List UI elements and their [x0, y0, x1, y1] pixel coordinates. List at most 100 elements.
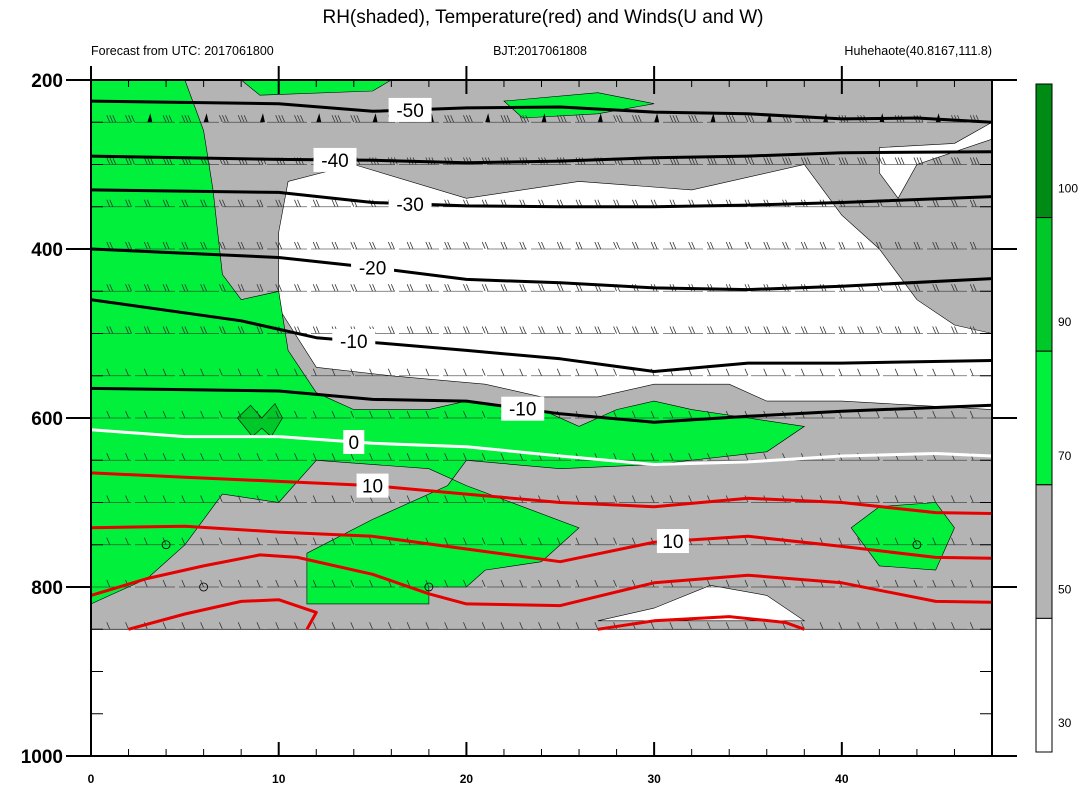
wind-barb — [294, 368, 298, 376]
wind-barb — [312, 495, 317, 503]
wind-barb — [406, 495, 411, 503]
contour-label: -10 — [340, 332, 367, 353]
wind-barb — [913, 368, 918, 376]
wind-barb — [916, 241, 921, 250]
contour-label: -50 — [396, 101, 423, 122]
wind-barb — [275, 579, 280, 588]
wind-barb — [857, 326, 861, 334]
wind-barb — [951, 241, 955, 250]
wind-barb — [969, 326, 974, 334]
wind-barb — [707, 326, 711, 334]
wind-barb — [219, 241, 223, 250]
wind-barb — [409, 284, 414, 292]
bjt-label: BJT:2017061808 — [493, 44, 587, 58]
wind-barb — [876, 368, 880, 376]
wind-barb — [669, 453, 674, 461]
wind-barb — [932, 537, 937, 545]
wind-barb — [634, 326, 639, 334]
wind-barb — [650, 241, 655, 250]
wind-barb — [369, 368, 373, 376]
wind-barb — [237, 368, 242, 376]
wind-barb — [750, 115, 755, 123]
wind-barb — [541, 284, 545, 292]
calm-wind-circle — [424, 582, 434, 592]
contour-label: -20 — [359, 259, 386, 280]
wind-barb — [181, 495, 186, 503]
wind-barb — [219, 115, 223, 123]
wind-barb — [447, 115, 452, 123]
wind-barb — [444, 579, 449, 588]
wind-barb — [406, 622, 411, 630]
wind-barb — [350, 241, 355, 250]
wind-barb — [466, 115, 470, 123]
wind-barb — [894, 284, 899, 292]
wind-barb — [972, 326, 977, 334]
wind-barb — [578, 326, 583, 334]
wind-barb — [575, 284, 580, 292]
wind-barb — [969, 537, 974, 545]
wind-barb — [312, 537, 317, 545]
wind-barb — [463, 453, 467, 461]
wind-barb — [688, 453, 693, 461]
wind-barb — [481, 579, 486, 588]
wind-barb — [519, 622, 524, 630]
wind-barb — [731, 115, 736, 123]
wind-barb — [312, 453, 317, 461]
wind-barb — [256, 410, 261, 419]
wind-barb — [688, 495, 693, 503]
wind-barb — [747, 326, 752, 334]
wind-barb — [387, 453, 392, 461]
wind-barb — [932, 622, 937, 630]
wind-barb — [294, 199, 298, 207]
wind-barb — [972, 284, 977, 292]
wind-barb — [425, 326, 430, 334]
wind-barb — [594, 368, 599, 376]
wind-barb — [237, 495, 242, 503]
wind-barb — [297, 326, 301, 334]
wind-barb — [300, 115, 304, 123]
wind-barb — [406, 453, 411, 461]
wind-barb — [876, 495, 880, 503]
wind-barb — [951, 157, 955, 165]
calm-wind-circle — [161, 540, 171, 550]
wind-barb — [879, 157, 883, 165]
wind-barb — [838, 241, 843, 250]
wind-barb — [819, 241, 824, 250]
wind-barb — [275, 368, 280, 376]
wind-barb — [731, 157, 736, 165]
wind-barb — [372, 284, 376, 292]
wind-barb — [744, 622, 749, 630]
wind-barb — [350, 579, 355, 588]
wind-barb — [913, 622, 918, 630]
wind-barb — [725, 622, 730, 630]
wind-barb — [187, 115, 192, 123]
wind-barb — [168, 115, 173, 123]
wind-barb — [525, 115, 530, 123]
wind-barb — [184, 284, 189, 292]
wind-barb — [500, 579, 505, 588]
wind-barb — [463, 410, 467, 419]
wind-barb — [857, 622, 861, 630]
wind-barb — [876, 537, 880, 545]
wind-barb — [838, 368, 843, 376]
wind-barb — [637, 115, 642, 123]
wind-barb — [597, 326, 602, 334]
wind-barb — [369, 453, 373, 461]
wind-barb — [556, 368, 561, 376]
wind-barb — [894, 157, 899, 165]
wind-barb — [350, 622, 355, 630]
wind-barb — [556, 579, 561, 588]
wind-barb — [256, 199, 261, 207]
wind-barb — [219, 622, 223, 630]
wind-barb — [951, 326, 955, 334]
wind-barb — [469, 115, 473, 123]
wind-barb — [894, 579, 899, 588]
wind-barb — [222, 284, 226, 292]
wind-barb — [143, 495, 148, 503]
wind-barb — [125, 410, 129, 419]
wind-barb — [406, 410, 411, 419]
wind-barb — [913, 241, 918, 250]
wind-barb — [275, 410, 280, 419]
wind-barb — [616, 241, 620, 250]
wind-barb — [669, 241, 674, 250]
